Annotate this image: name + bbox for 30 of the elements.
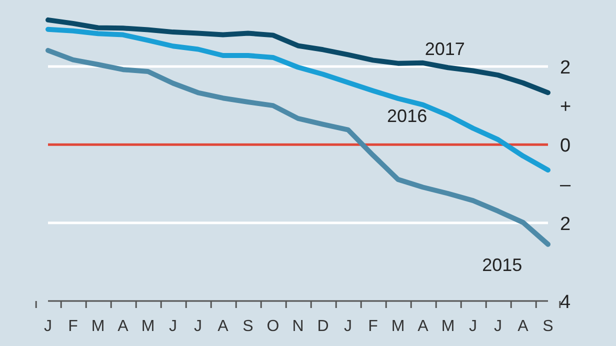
x-tick-label: J	[169, 318, 177, 335]
x-tick-label: A	[218, 318, 229, 335]
x-tick-label: M	[441, 318, 455, 335]
x-tick-label: O	[266, 318, 280, 335]
x-tick-label: A	[118, 318, 129, 335]
x-tick-label: S	[542, 318, 554, 335]
series-label: 2016	[387, 104, 428, 127]
series-label: 2015	[482, 254, 522, 276]
y-tick-label: 2	[560, 57, 571, 78]
x-tick-label: D	[317, 318, 329, 335]
y-tick-label: +	[560, 96, 572, 118]
x-tick-label: A	[518, 318, 529, 335]
x-tick-label: A	[418, 318, 429, 335]
x-tick-label: J	[44, 318, 52, 335]
x-tick-label: M	[141, 318, 155, 335]
x-tick-label: J	[469, 318, 477, 335]
y-tick-label: –	[560, 174, 571, 196]
series-label: 2017	[424, 38, 465, 60]
y-tick-label: 4	[560, 292, 571, 313]
x-tick-label: J	[194, 318, 202, 335]
x-tick-label: M	[391, 318, 405, 335]
x-tick-label: F	[68, 318, 78, 335]
y-tick-label: 2	[560, 214, 571, 235]
x-tick-label: J	[344, 318, 352, 335]
x-tick-label: S	[242, 318, 254, 335]
x-tick-label: N	[292, 318, 304, 335]
x-tick-label: J	[494, 318, 502, 335]
x-tick-label: M	[91, 318, 105, 335]
x-tick-label: F	[368, 318, 378, 335]
y-tick-label: 0	[560, 136, 571, 157]
